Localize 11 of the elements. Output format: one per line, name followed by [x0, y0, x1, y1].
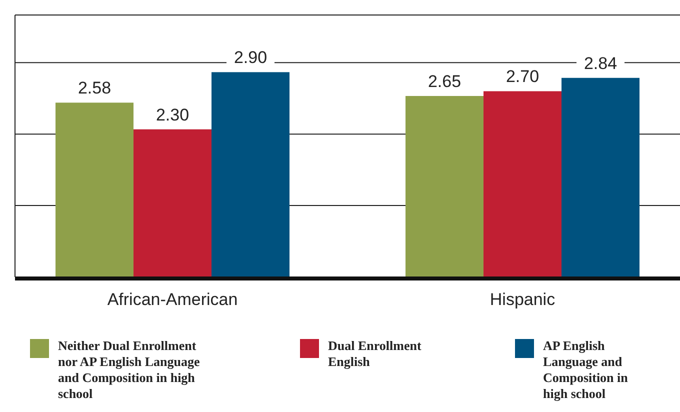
- data-label: 2.65: [428, 72, 462, 91]
- data-label: 2.30: [156, 105, 190, 124]
- legend-label: Neither Dual Enrollment nor AP English Language and Composition in high school: [58, 338, 200, 401]
- x-tick-label: Hispanic: [490, 290, 556, 309]
- data-label: 2.58: [78, 78, 112, 98]
- data-label: 2.70: [506, 67, 540, 86]
- x-tick-label: African-American: [107, 290, 238, 309]
- data-label: 2.90: [234, 48, 268, 68]
- legend-label: AP English Language and Composition in high school: [543, 338, 629, 401]
- legend-label: Dual Enrollment English: [328, 338, 422, 369]
- data-label: 2.84: [584, 54, 618, 73]
